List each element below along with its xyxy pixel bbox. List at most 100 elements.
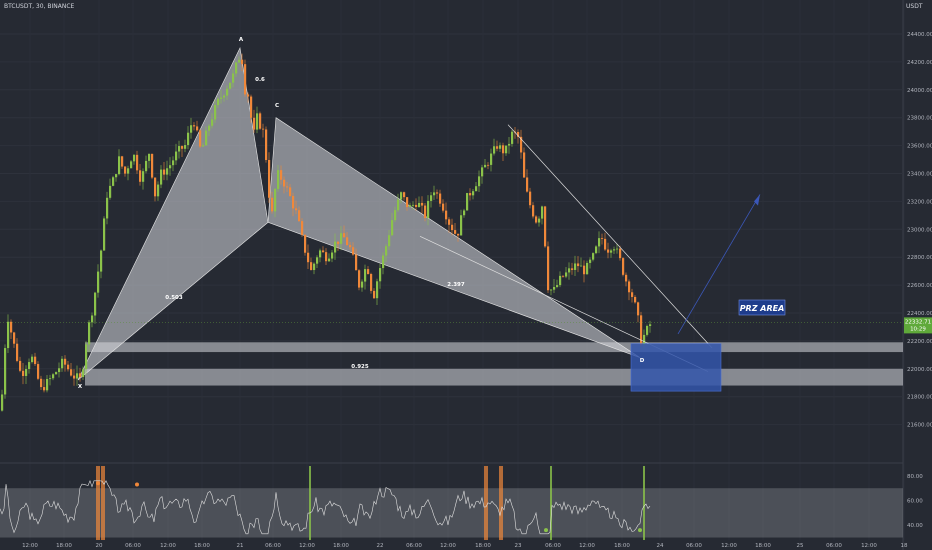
candle-up: [217, 98, 220, 106]
time-tick-label: 18:00: [194, 543, 210, 549]
candle-down: [619, 248, 622, 259]
time-tick-label: 06:00: [686, 543, 702, 549]
price-tick-label: 24200.00: [907, 60, 932, 66]
candle-down: [451, 224, 454, 231]
candle-down: [151, 153, 154, 178]
candle-up: [103, 218, 106, 251]
pattern-xab: [77, 46, 269, 381]
candle-up: [82, 369, 85, 378]
candle-down: [496, 146, 499, 149]
candle-up: [187, 132, 190, 146]
time-axis[interactable]: 12:00 18:00 20 06:00 12:00 18:00 21 06:00 12:00 1…: [22, 543, 908, 549]
candle-up: [550, 289, 553, 291]
candle-up: [61, 358, 64, 369]
candle-up: [277, 170, 280, 189]
candle-up: [106, 197, 109, 219]
candle-up: [541, 206, 544, 219]
candle-down: [469, 193, 472, 196]
point-label-d: D: [640, 358, 645, 364]
candle-down: [523, 152, 526, 178]
candle-up: [25, 369, 28, 376]
candle-up: [379, 268, 382, 282]
rsi-highlight-bar: [309, 466, 311, 540]
candle-down: [337, 241, 340, 244]
candle-down: [16, 343, 19, 361]
candle-up: [508, 143, 511, 146]
candle-down: [403, 192, 406, 198]
time-tick-label: 12:00: [861, 543, 877, 549]
time-tick-label: 22: [377, 543, 384, 549]
rsi-tick-label: 40.00: [907, 523, 923, 529]
time-tick-label: 06:00: [265, 543, 281, 549]
candle-down: [163, 169, 166, 175]
rsi-line: [0, 479, 651, 535]
candle-down: [67, 364, 70, 370]
candle-up: [220, 97, 223, 99]
time-tick-label: 12:00: [440, 543, 456, 549]
candle-up: [478, 176, 481, 187]
rsi-marker-overbought: [96, 481, 100, 486]
candle-down: [271, 197, 274, 212]
time-tick-label: 18:00: [475, 543, 491, 549]
rsi-marker-oversold: [544, 528, 548, 533]
candle-up: [574, 263, 577, 270]
candle-down: [244, 64, 247, 95]
candlesticks[interactable]: [1, 53, 652, 412]
candle-down: [139, 170, 142, 182]
candle-up: [28, 362, 31, 370]
price-tick-label: 23200.00: [907, 199, 932, 205]
candle-up: [538, 218, 541, 223]
candle-down: [241, 59, 244, 65]
candle-up: [430, 195, 433, 201]
candle-down: [121, 156, 124, 167]
rsi-band: [0, 488, 903, 538]
ratio-bd: 2.397: [447, 282, 465, 288]
candle-down: [421, 202, 424, 206]
candle-up: [130, 161, 133, 169]
price-tick-label: 24400.00: [907, 32, 932, 38]
candle-down: [457, 233, 460, 236]
candle-up: [229, 82, 232, 89]
candle-down: [280, 170, 283, 180]
candle-down: [604, 238, 607, 250]
candle-up: [394, 210, 397, 221]
price-tick-label: 22800.00: [907, 255, 932, 261]
prz-label-box: [738, 299, 786, 316]
candle-up: [31, 356, 34, 363]
time-tick-label: 12:00: [721, 543, 737, 549]
rsi-highlight-bar: [101, 466, 105, 540]
candle-down: [346, 237, 349, 246]
candle-up: [499, 145, 502, 149]
candle-up: [49, 378, 52, 380]
candle-up: [274, 188, 277, 212]
price-axis[interactable]: 21600.00 21800.00 22000.00 22200.00 22400.00…: [904, 32, 932, 429]
price-tick-label: 22600.00: [907, 283, 932, 289]
candle-up: [319, 250, 322, 258]
point-label-x: X: [78, 384, 83, 390]
candle-up: [133, 154, 136, 162]
candle-up: [88, 322, 91, 345]
candle-up: [388, 235, 391, 247]
candle-down: [577, 263, 580, 267]
price-tick-label: 22200.00: [907, 339, 932, 345]
support-zone: [85, 342, 903, 353]
candle-down: [40, 378, 43, 388]
time-tick-label: 18:00: [755, 543, 771, 549]
candle-up: [328, 258, 331, 262]
ratio-xb: 0.503: [165, 295, 183, 301]
candle-down: [265, 129, 268, 160]
time-tick-label: 18:00: [333, 543, 349, 549]
candle-down: [34, 356, 37, 365]
candle-down: [73, 375, 76, 379]
candle-down: [292, 195, 295, 209]
candle-up: [412, 204, 415, 206]
point-label-c: C: [275, 103, 279, 109]
candle-down: [487, 164, 490, 166]
price-tick-label: 22400.00: [907, 311, 932, 317]
candle-up: [466, 193, 469, 211]
candle-up: [205, 130, 208, 146]
candle-down: [358, 270, 361, 288]
time-tick-label: 25: [797, 543, 804, 549]
candle-down: [250, 96, 253, 118]
